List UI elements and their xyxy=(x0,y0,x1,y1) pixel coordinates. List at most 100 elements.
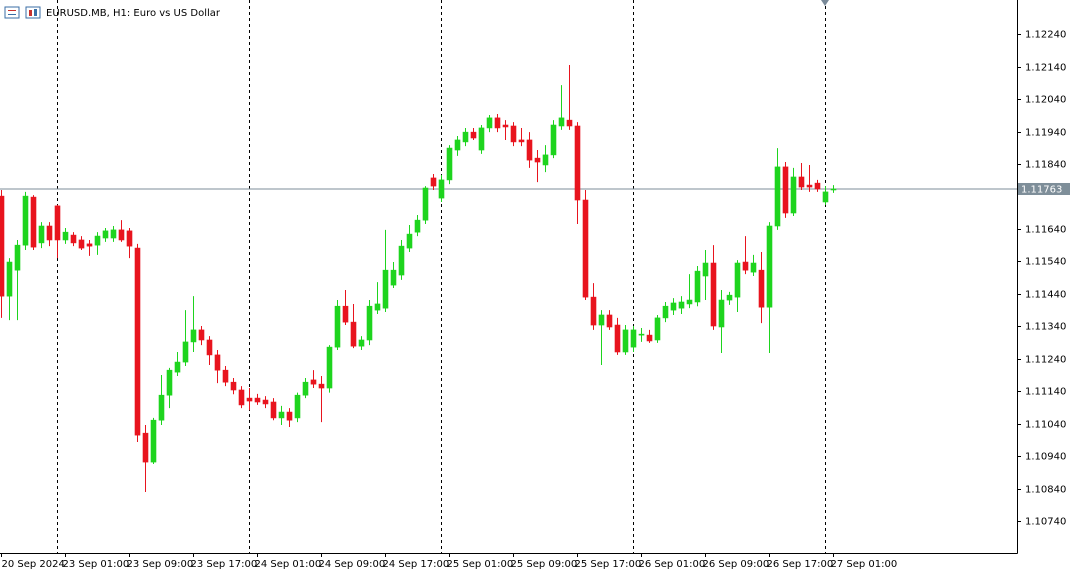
candle-body xyxy=(630,329,637,348)
candle-body xyxy=(334,305,341,348)
x-tick-label: 25 Sep 09:00 xyxy=(511,559,578,570)
candle-body xyxy=(798,176,805,188)
y-tick-label: 1.12040 xyxy=(1025,95,1066,106)
icon-bar xyxy=(34,9,37,16)
candle-body xyxy=(270,401,277,419)
candle-body xyxy=(734,262,741,298)
candle-body xyxy=(110,229,117,239)
candle-body xyxy=(526,139,533,161)
candle-body xyxy=(54,205,61,241)
candle-body xyxy=(646,334,653,342)
candle-body xyxy=(174,361,181,373)
candle-body xyxy=(822,191,829,203)
candle-body xyxy=(454,139,461,151)
icon-bar xyxy=(29,10,32,16)
candle-body xyxy=(14,244,21,271)
candle-body xyxy=(750,262,757,273)
candle-body xyxy=(534,157,541,163)
last-price-box xyxy=(1018,182,1070,195)
candle-body xyxy=(350,321,357,347)
candle-body xyxy=(70,234,77,244)
x-tick-label: 27 Sep 01:00 xyxy=(831,559,898,570)
candle-body xyxy=(438,179,445,199)
candle-body xyxy=(222,369,229,383)
candle-body xyxy=(310,379,317,385)
candle-body xyxy=(366,305,373,341)
icon-list[interactable] xyxy=(4,6,20,19)
candle-body xyxy=(614,324,621,353)
plot-area xyxy=(0,0,1017,553)
x-tick-label: 24 Sep 01:00 xyxy=(255,559,322,570)
candle-body xyxy=(670,302,677,311)
candle-body xyxy=(774,166,781,227)
y-tick-label: 1.11240 xyxy=(1025,355,1066,366)
candle-body xyxy=(326,346,333,389)
y-tick-label: 1.12240 xyxy=(1025,30,1066,41)
candle-body xyxy=(806,184,813,188)
candle-body xyxy=(558,117,565,127)
y-tick-label: 1.10740 xyxy=(1025,517,1066,528)
candle-body xyxy=(398,245,405,276)
y-tick-label: 1.11540 xyxy=(1025,257,1066,268)
shift-marker[interactable] xyxy=(821,0,829,6)
candle-body xyxy=(430,177,437,187)
candle-body xyxy=(86,243,93,247)
candle-body xyxy=(830,188,837,191)
candle-body xyxy=(654,317,661,341)
candle-body xyxy=(382,269,389,309)
candle-body xyxy=(342,305,349,323)
candle-body xyxy=(422,187,429,221)
candle-body xyxy=(710,262,717,327)
x-tick-label: 23 Sep 01:00 xyxy=(63,559,130,570)
x-tick-label: 24 Sep 17:00 xyxy=(383,559,450,570)
candle-body xyxy=(374,303,381,311)
candle-body xyxy=(550,124,557,156)
candle-body xyxy=(182,341,189,363)
x-tick-label: 24 Sep 09:00 xyxy=(319,559,386,570)
candle-body xyxy=(214,354,221,371)
candle-body xyxy=(486,117,493,129)
icon-chart[interactable] xyxy=(25,6,41,19)
x-tick-label: 25 Sep 01:00 xyxy=(447,559,514,570)
candle-body xyxy=(0,195,5,297)
candle-body xyxy=(782,166,789,214)
candle-body xyxy=(606,314,613,328)
candle-body xyxy=(726,294,733,301)
candle-body xyxy=(678,301,685,309)
candle-body xyxy=(190,329,197,343)
candle-body xyxy=(38,225,45,244)
candle-body xyxy=(662,305,669,319)
candle-body xyxy=(478,127,485,151)
candle-body xyxy=(94,235,101,246)
candle-body xyxy=(638,333,645,336)
x-tick-label: 20 Sep 2024 xyxy=(2,559,65,570)
chart-title: EURUSD.MB, H1: Euro vs US Dollar xyxy=(46,8,221,19)
candle-body xyxy=(206,339,213,356)
y-tick-label: 1.11140 xyxy=(1025,387,1066,398)
x-tick-label: 23 Sep 17:00 xyxy=(191,559,258,570)
y-tick-label: 1.11640 xyxy=(1025,225,1066,236)
candle-body xyxy=(510,125,517,143)
x-tick-label: 25 Sep 17:00 xyxy=(575,559,642,570)
y-tick-label: 1.10940 xyxy=(1025,452,1066,463)
candle-body xyxy=(158,394,165,421)
y-tick-label: 1.12140 xyxy=(1025,63,1066,74)
candle-body xyxy=(566,119,573,127)
candle-body xyxy=(790,176,797,214)
candle-body xyxy=(742,261,749,271)
candle-body xyxy=(246,397,253,402)
candle-body xyxy=(702,262,709,277)
candle-body xyxy=(622,329,629,353)
candle-body xyxy=(262,399,269,405)
candle-body xyxy=(470,131,477,139)
y-tick-label: 1.11440 xyxy=(1025,290,1066,301)
candle-body xyxy=(238,389,245,406)
candle-body xyxy=(318,383,325,389)
y-tick-label: 1.11840 xyxy=(1025,160,1066,171)
candle-body xyxy=(78,239,85,249)
candle-body xyxy=(542,154,549,166)
candle-body xyxy=(814,182,821,190)
window-icons xyxy=(4,6,41,19)
candle-body xyxy=(462,131,469,143)
